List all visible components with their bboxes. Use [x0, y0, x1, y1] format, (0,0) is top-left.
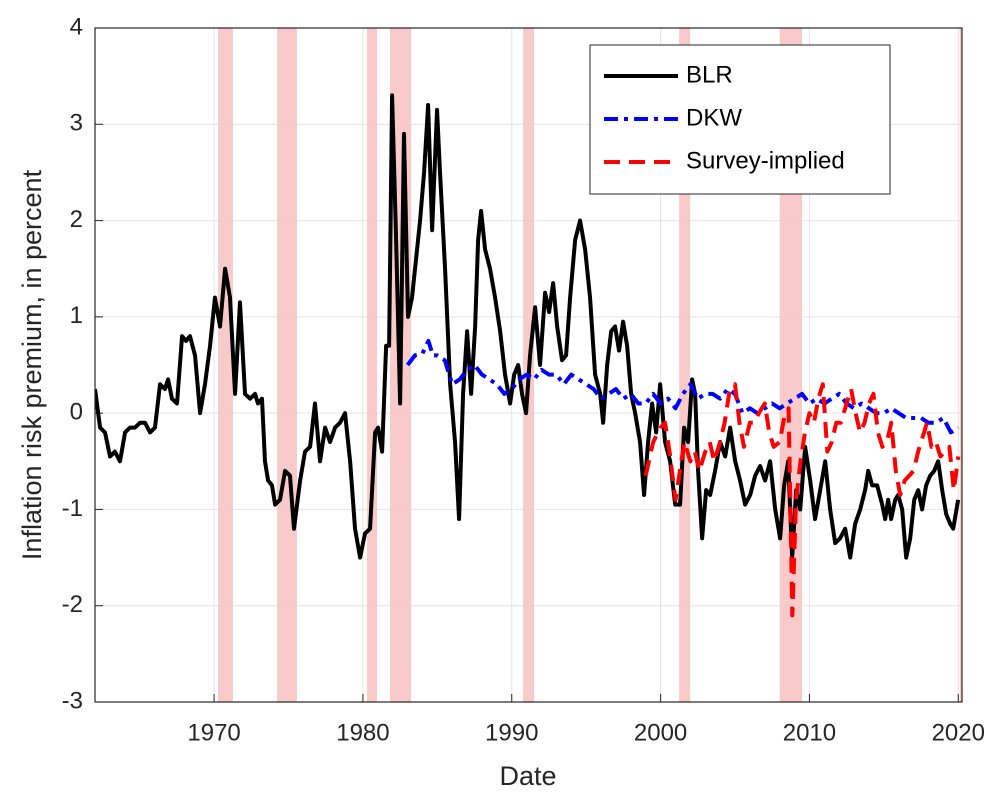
shaded-period — [218, 28, 233, 702]
y-tick-label: 2 — [70, 206, 83, 233]
y-tick-label: 1 — [70, 302, 83, 329]
series-line — [643, 382, 961, 618]
x-tick-label: 2020 — [932, 719, 985, 746]
legend-label: Survey-implied — [686, 147, 845, 174]
x-tick-label: 2010 — [783, 719, 836, 746]
x-axis-label: Date — [499, 761, 556, 791]
x-tick-label: 1970 — [187, 719, 240, 746]
y-tick-label: -3 — [62, 687, 83, 714]
x-tick-label: 1990 — [485, 719, 538, 746]
x-tick-label: 2000 — [634, 719, 687, 746]
plot-layer — [95, 28, 962, 702]
y-tick-label: -2 — [62, 591, 83, 618]
shaded-period — [277, 28, 297, 702]
y-tick-label: 4 — [70, 13, 83, 40]
series-line — [95, 93, 961, 560]
y-tick-label: 0 — [70, 398, 83, 425]
shaded-period — [367, 28, 378, 702]
shaded-period — [679, 28, 691, 702]
plot-frame — [94, 27, 963, 703]
y-tick-label: 3 — [70, 110, 83, 137]
legend-label: DKW — [686, 104, 742, 131]
series-line — [405, 338, 960, 435]
legend-label: BLR — [686, 61, 733, 88]
shaded-period — [959, 28, 962, 702]
y-tick-label: -1 — [62, 495, 83, 522]
x-tick-label: 1980 — [336, 719, 389, 746]
y-axis-label: Inflation risk premium, in percent — [17, 169, 47, 560]
